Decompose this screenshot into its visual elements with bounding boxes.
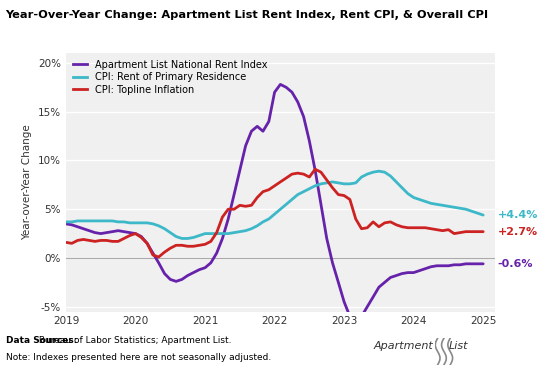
Text: Year-Over-Year Change: Apartment List Rent Index, Rent CPI, & Overall CPI: Year-Over-Year Change: Apartment List Re… [6,10,488,19]
Text: Apartment: Apartment [374,341,434,351]
Text: Note: Indexes presented here are not seasonally adjusted.: Note: Indexes presented here are not sea… [6,353,271,363]
Text: Bureau of Labor Statistics; Apartment List.: Bureau of Labor Statistics; Apartment Li… [36,336,231,345]
Y-axis label: Year-over-Year Change: Year-over-Year Change [23,125,32,240]
Text: List: List [448,341,467,351]
Text: +4.4%: +4.4% [498,210,538,220]
Text: +2.7%: +2.7% [498,226,538,237]
Text: -0.6%: -0.6% [498,259,534,269]
Text: Data Sources:: Data Sources: [6,336,77,345]
Legend: Apartment List National Rent Index, CPI: Rent of Primary Residence, CPI: Topline: Apartment List National Rent Index, CPI:… [71,58,270,97]
